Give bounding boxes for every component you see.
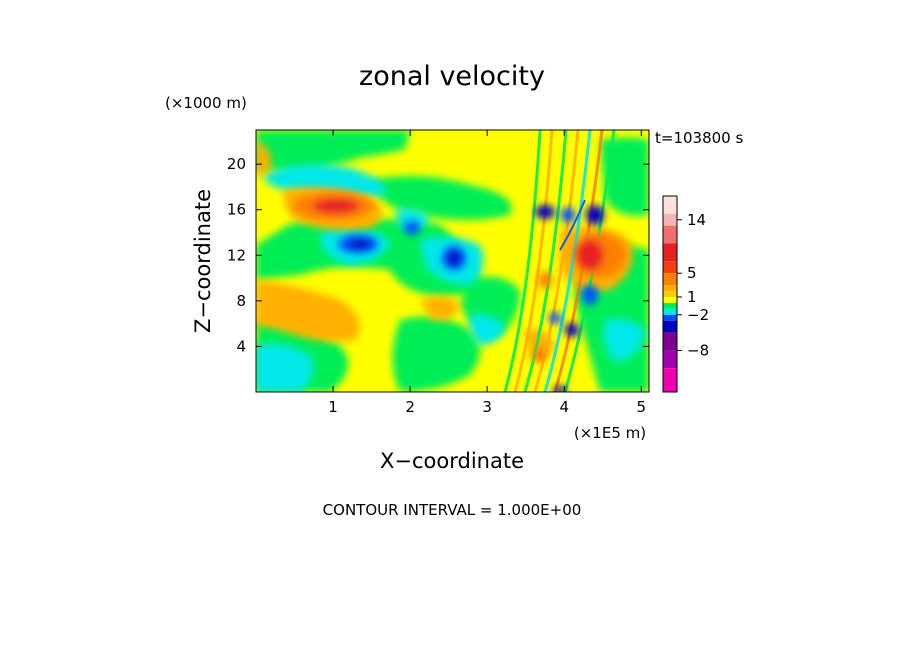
y-tick-label: 8	[236, 292, 246, 310]
colorbar-swatch	[663, 350, 677, 369]
contour-field	[256, 130, 649, 392]
plot-frame	[255, 129, 650, 393]
colorbar-label: −8	[687, 341, 709, 359]
wave-stripe	[513, 130, 554, 392]
blue-low	[549, 312, 561, 324]
colorbar-label: 14	[687, 211, 706, 229]
colorbar-frame	[662, 195, 678, 393]
colorbar-swatch	[663, 368, 677, 392]
wave-stripe	[553, 130, 604, 392]
y-tick-label: 12	[227, 246, 246, 264]
cyan-region	[469, 314, 505, 345]
colorbar-swatch	[663, 314, 677, 321]
colorbar-swatch	[663, 320, 677, 333]
time-label: t=103800 s	[655, 129, 743, 147]
wave-stripe	[543, 130, 592, 392]
colorbar-label: 5	[687, 264, 697, 282]
colorbar-swatch	[663, 261, 677, 274]
y-tick-label: 16	[227, 201, 246, 219]
colorbar-swatch	[663, 332, 677, 351]
jet-core	[576, 239, 604, 271]
colorbar	[662, 195, 678, 393]
y-axis-unit: (×1000 m)	[165, 94, 247, 112]
y-tick-label: 4	[236, 337, 246, 355]
colorbar-label: 1	[687, 288, 697, 306]
jet-core	[538, 271, 552, 289]
colorbar-swatch	[663, 225, 677, 244]
blue-low	[404, 221, 420, 235]
x-tick-label: 3	[482, 398, 492, 416]
wave-stripe	[563, 130, 616, 392]
x-axis-label: X−coordinate	[380, 449, 524, 473]
colorbar-swatch	[663, 196, 677, 214]
colorbar-swatch	[663, 285, 677, 292]
jet-maxima	[293, 192, 626, 363]
colorbar-swatch	[663, 243, 677, 262]
x-tick-label: 4	[559, 398, 569, 416]
cyan-region	[256, 343, 314, 392]
wave-stripe	[559, 199, 586, 251]
orange-region	[256, 140, 272, 176]
blue-low	[348, 239, 372, 249]
blue-low	[447, 250, 461, 266]
colorbar-swatch	[663, 296, 677, 303]
green-region	[392, 316, 480, 392]
blue-low	[586, 205, 604, 225]
y-tick-label: 20	[227, 155, 246, 173]
x-tick-label: 1	[328, 398, 338, 416]
wave-stripe	[533, 130, 580, 392]
x-tick-label: 5	[637, 398, 647, 416]
orange-region	[420, 296, 460, 321]
blue-low	[535, 205, 555, 219]
colorbar-label: −2	[687, 306, 709, 324]
x-axis: 1 2 3 4 5	[328, 130, 646, 416]
y-axis: 4 8 12 16 20	[227, 155, 649, 355]
contour-interval-note: CONTOUR INTERVAL = 1.000E+00	[323, 501, 582, 519]
blue-lows	[338, 205, 604, 392]
colorbar-swatch	[663, 302, 677, 309]
colorbar-swatch	[663, 308, 677, 315]
jet-core	[534, 347, 546, 363]
blue-low	[553, 386, 567, 392]
colorbar-swatch	[663, 213, 677, 226]
wave-stripe	[503, 130, 542, 392]
blue-low	[561, 207, 575, 223]
y-axis-label: Z−coordinate	[191, 189, 215, 333]
blue-low	[565, 323, 579, 337]
chart-title: zonal velocity	[359, 61, 545, 92]
blue-low	[582, 285, 598, 305]
colorbar-labels: 14 5 1−2 −8	[677, 211, 709, 359]
x-tick-label: 2	[405, 398, 415, 416]
green-region	[600, 137, 649, 216]
cyan-region	[603, 318, 645, 362]
colorbar-swatch	[663, 291, 677, 297]
cyan-region	[395, 208, 430, 229]
x-axis-unit: (×1E5 m)	[574, 424, 646, 442]
jet-core	[312, 198, 360, 214]
orange-region	[256, 280, 360, 342]
colorbar-swatch	[663, 273, 677, 286]
green-region	[256, 130, 410, 175]
